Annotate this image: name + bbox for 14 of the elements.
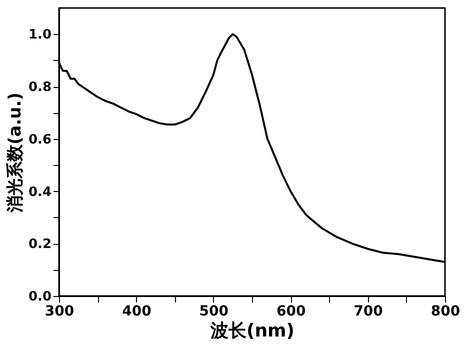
x-tick-label: 700 [354,304,384,320]
y-tick-label: 0.2 [28,237,52,252]
y-tick-label: 0.6 [28,132,52,148]
y-tick-label: 0.4 [28,184,52,200]
y-tick-label: 0.0 [28,290,52,304]
y-tick-label: 0.8 [28,80,52,96]
x-tick-label: 600 [276,304,306,320]
x-tick-label: 400 [122,304,152,320]
y-axis-title: 消光系数(a.u.) [5,92,26,214]
x-tick-label: 800 [430,304,460,320]
x-tick-label: 500 [199,304,229,320]
y-tick-label: 1.0 [28,28,52,43]
x-axis-title: 波长(nm) [209,320,295,342]
x-tick-label: 300 [44,304,74,320]
